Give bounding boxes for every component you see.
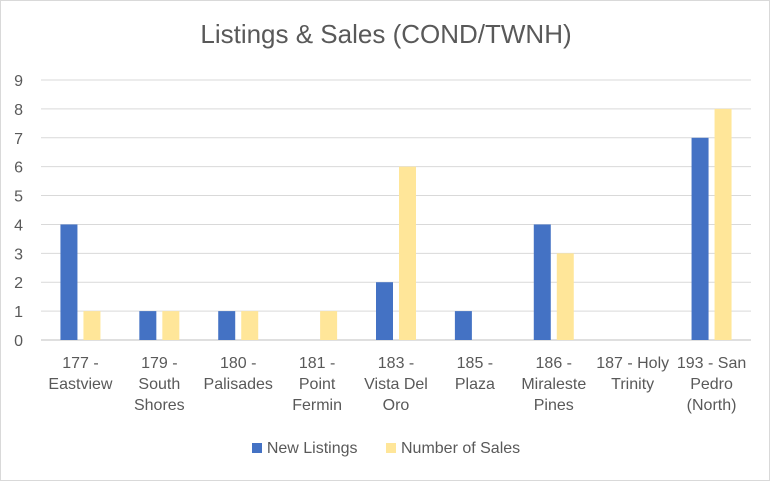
bar-new-listings xyxy=(218,311,236,340)
legend-swatch-new-listings xyxy=(251,443,262,453)
y-tick-label: 7 xyxy=(14,131,23,148)
legend: New Listings Number of Sales xyxy=(1,440,770,458)
x-category-label: 186 -Miraleste Pines xyxy=(521,355,586,414)
x-category-label: 180 -Palisades xyxy=(204,355,273,393)
bar-new-listings xyxy=(139,311,157,340)
y-tick-label: 1 xyxy=(14,304,23,321)
y-tick-label: 9 xyxy=(14,73,23,90)
legend-swatch-number-of-sales xyxy=(385,443,396,453)
x-category-label: 181 -Point Fermin xyxy=(292,355,342,414)
y-tick-label: 3 xyxy=(14,246,23,263)
bar-number-of-sales xyxy=(83,311,101,340)
bar-number-of-sales xyxy=(556,253,574,340)
x-category-label: 185 -Plaza xyxy=(455,355,495,393)
x-category-label: 183 -Vista Del Oro xyxy=(364,355,428,414)
bar-new-listings xyxy=(533,224,551,340)
bar-number-of-sales xyxy=(714,108,732,340)
bar-number-of-sales xyxy=(241,311,259,340)
y-axis-ticks: 0 1 2 3 4 5 6 7 8 9 xyxy=(14,73,23,350)
bar-number-of-sales xyxy=(399,166,416,340)
x-category-label: 187 - Holy Trinity xyxy=(596,355,669,393)
y-tick-label: 6 xyxy=(14,160,23,177)
legend-label-number-of-sales: Number of Sales xyxy=(400,440,521,457)
chart-title: Listings & Sales (COND/TWNH) xyxy=(200,19,572,49)
bar-new-listings xyxy=(376,282,393,340)
x-category-label: 179 -South Shores xyxy=(134,355,185,414)
y-tick-label: 0 xyxy=(14,333,23,350)
legend-item-new-listings: New Listings xyxy=(251,440,358,458)
gridlines xyxy=(41,79,751,341)
legend-item-number-of-sales: Number of Sales xyxy=(385,440,521,458)
y-tick-label: 8 xyxy=(14,102,23,119)
x-category-label: 177 -Eastview xyxy=(48,355,112,393)
x-axis-categories: 177 -Eastview 179 -South Shores 180 -Palisa… xyxy=(48,355,746,414)
legend-label-new-listings: New Listings xyxy=(266,440,358,457)
bar-number-of-sales xyxy=(162,311,180,340)
bars xyxy=(60,108,732,340)
bar-new-listings xyxy=(60,224,78,340)
x-category-label: 193 - San Pedro (North) xyxy=(677,355,746,414)
y-tick-label: 4 xyxy=(14,217,23,234)
bar-new-listings xyxy=(454,311,472,340)
bar-number-of-sales xyxy=(320,311,338,340)
y-tick-label: 2 xyxy=(14,275,23,292)
bar-new-listings xyxy=(691,137,709,340)
y-tick-label: 5 xyxy=(14,189,23,206)
